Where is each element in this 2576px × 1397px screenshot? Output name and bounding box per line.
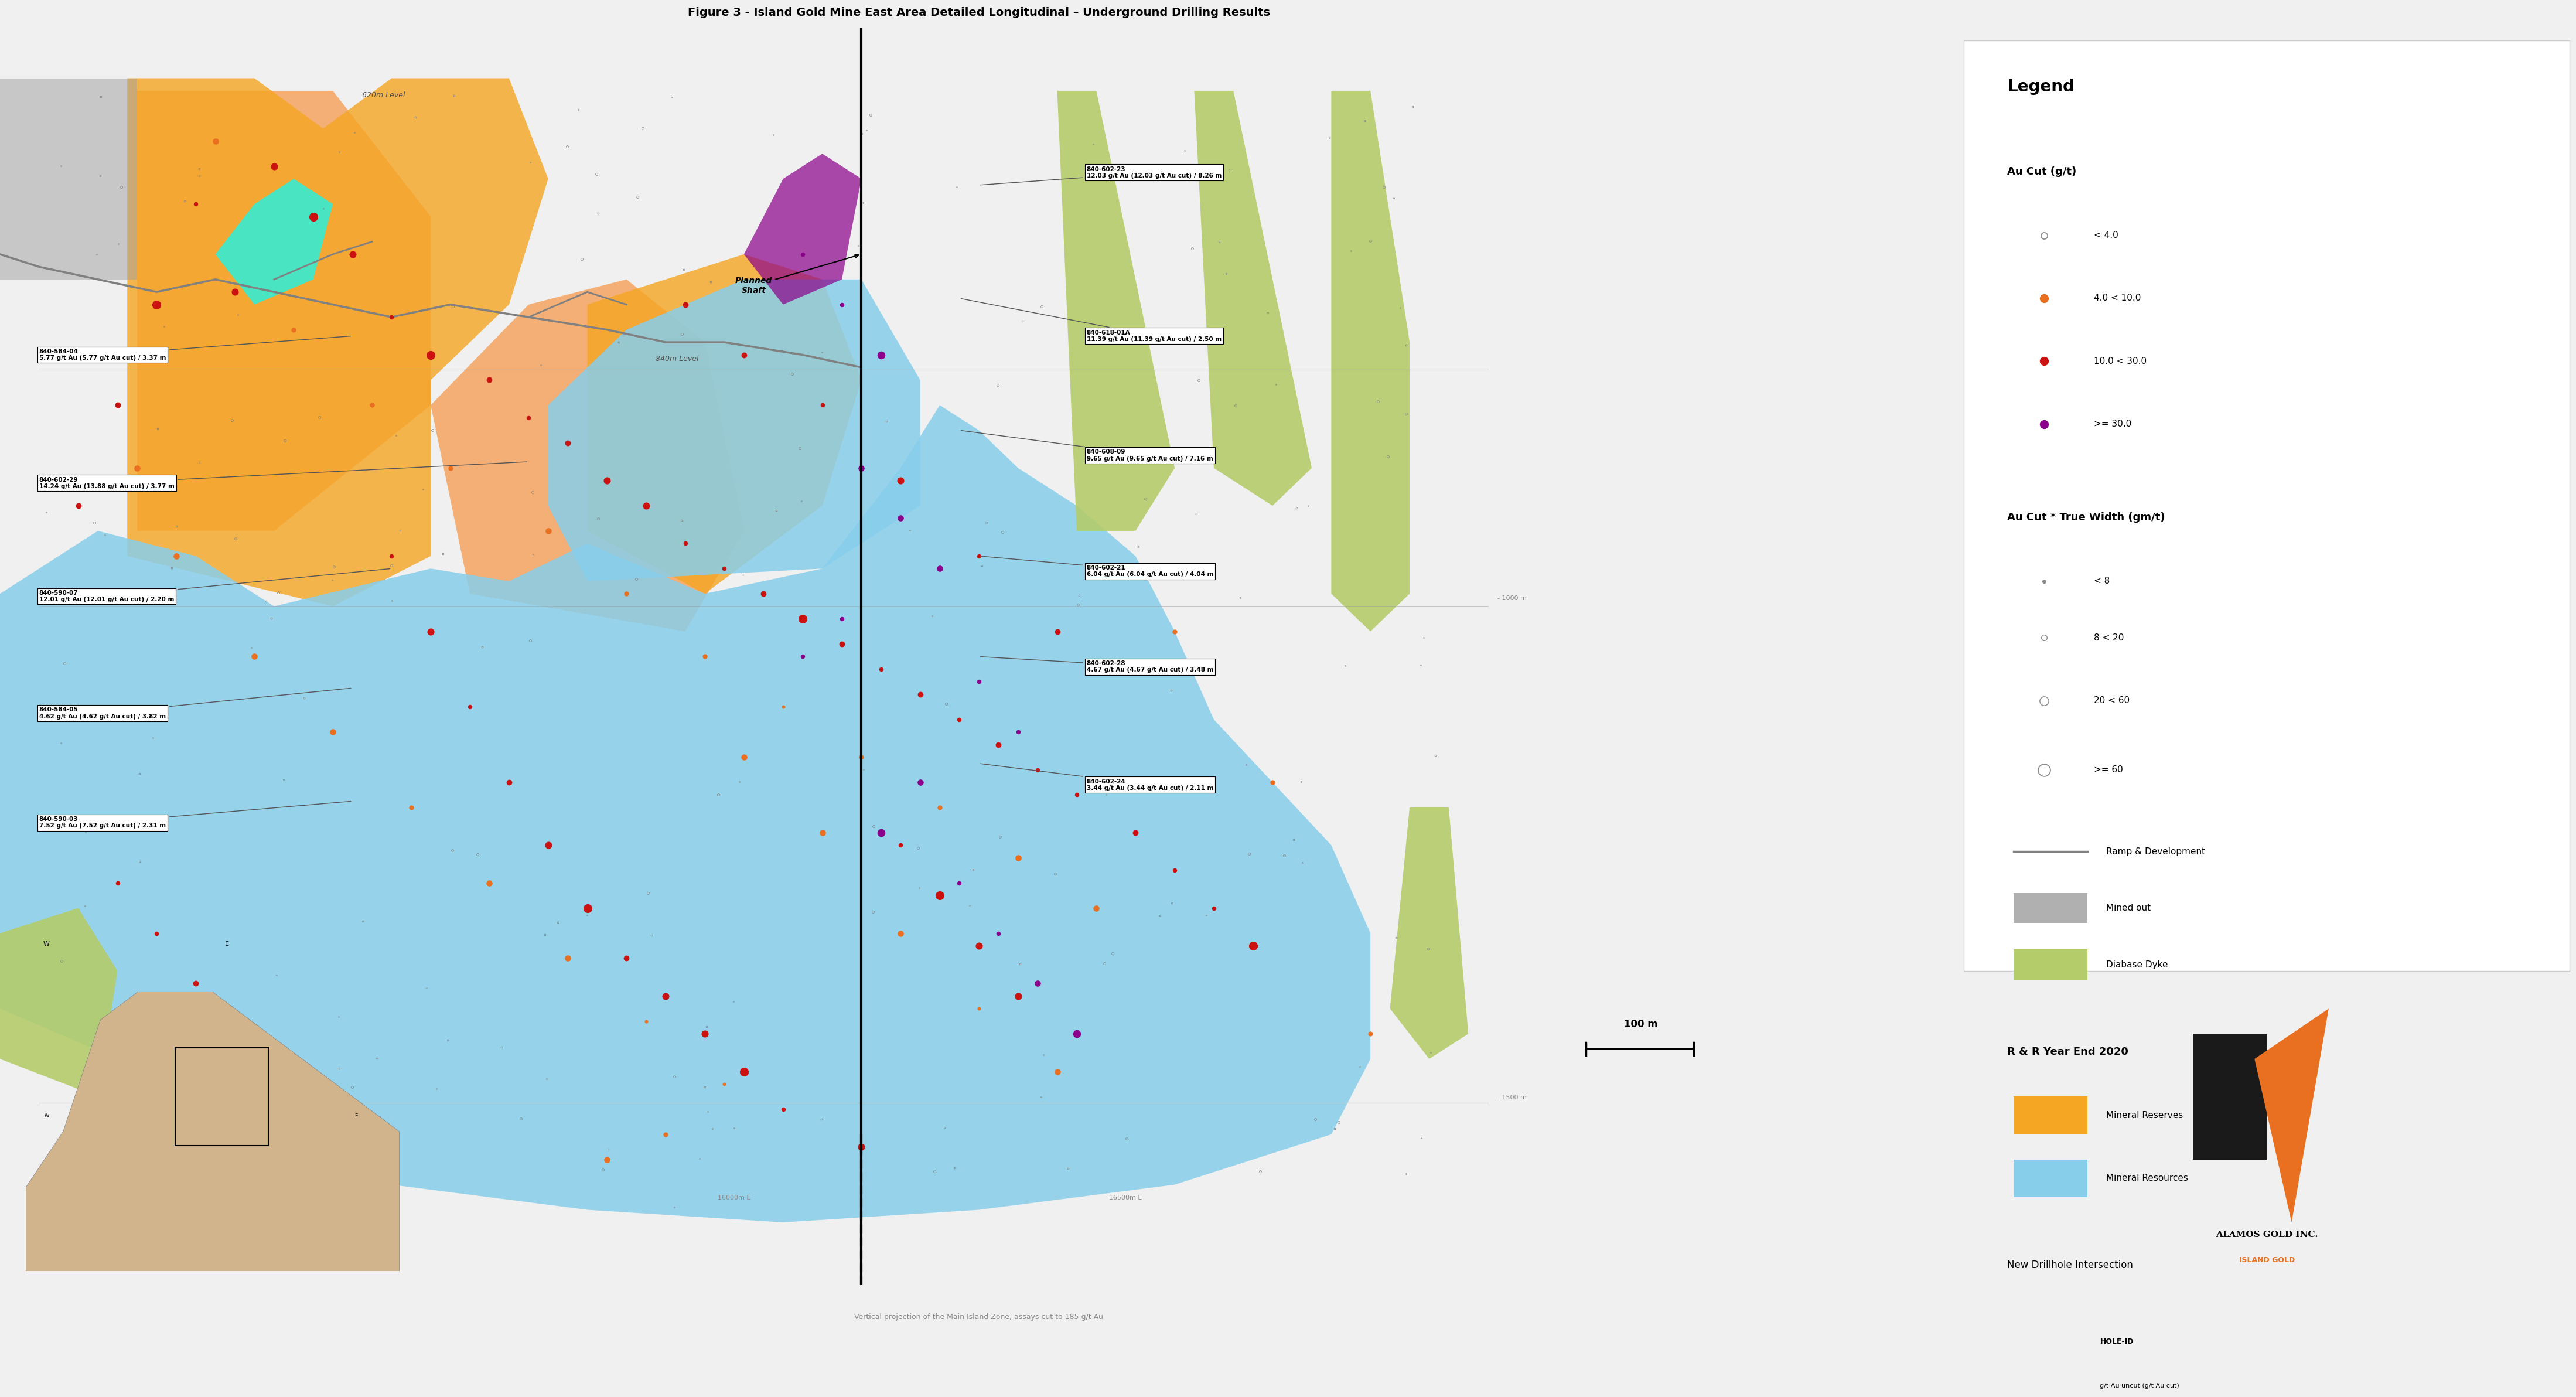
Polygon shape xyxy=(1195,91,1311,506)
Text: 100 m: 100 m xyxy=(1623,1020,1656,1030)
Text: g/t Au uncut (g/t Au cut): g/t Au uncut (g/t Au cut) xyxy=(2099,1383,2179,1389)
Text: HOLE-ID: HOLE-ID xyxy=(2099,1338,2133,1345)
Text: 840-602-28
4.67 g/t Au (4.67 g/t Au cut) / 3.48 m: 840-602-28 4.67 g/t Au (4.67 g/t Au cut)… xyxy=(981,657,1213,673)
Text: 840-608-09
9.65 g/t Au (9.65 g/t Au cut) / 7.16 m: 840-608-09 9.65 g/t Au (9.65 g/t Au cut)… xyxy=(961,430,1213,462)
Text: - 1500 m: - 1500 m xyxy=(1497,1094,1528,1101)
Text: W: W xyxy=(44,1113,49,1119)
Text: 840-602-23
12.03 g/t Au (12.03 g/t Au cut) / 8.26 m: 840-602-23 12.03 g/t Au (12.03 g/t Au cu… xyxy=(981,166,1221,184)
Polygon shape xyxy=(126,78,549,606)
Text: 840-590-07
12.01 g/t Au (12.01 g/t Au cut) / 2.20 m: 840-590-07 12.01 g/t Au (12.01 g/t Au cu… xyxy=(39,569,389,602)
Text: 840-602-29
14.24 g/t Au (13.88 g/t Au cut) / 3.77 m: 840-602-29 14.24 g/t Au (13.88 g/t Au cu… xyxy=(39,462,528,489)
Text: Legend: Legend xyxy=(2007,78,2074,95)
Text: E: E xyxy=(355,1113,358,1119)
Text: 840-590-03
7.52 g/t Au (7.52 g/t Au cut) / 2.31 m: 840-590-03 7.52 g/t Au (7.52 g/t Au cut)… xyxy=(39,802,350,828)
Text: 840m Level: 840m Level xyxy=(657,355,698,363)
FancyBboxPatch shape xyxy=(2076,1305,2532,1397)
Polygon shape xyxy=(549,279,920,581)
Text: 10.0 < 30.0: 10.0 < 30.0 xyxy=(2094,356,2146,366)
Text: New Drillhole Intersection: New Drillhole Intersection xyxy=(2007,1260,2133,1271)
Text: Mined out: Mined out xyxy=(2107,904,2151,912)
Text: 620m Level: 620m Level xyxy=(363,91,404,99)
Text: 840-618-01A
11.39 g/t Au (11.39 g/t Au cut) / 2.50 m: 840-618-01A 11.39 g/t Au (11.39 g/t Au c… xyxy=(961,299,1221,342)
Text: ALAMOS GOLD INC.: ALAMOS GOLD INC. xyxy=(2215,1231,2318,1239)
Polygon shape xyxy=(1391,807,1468,1059)
Text: - 1000 m: - 1000 m xyxy=(1497,595,1528,601)
Bar xyxy=(2014,950,2087,979)
Polygon shape xyxy=(137,91,430,531)
Polygon shape xyxy=(216,179,332,305)
Polygon shape xyxy=(1056,91,1175,531)
Polygon shape xyxy=(1332,91,1409,631)
Text: 16500m E: 16500m E xyxy=(1110,1194,1141,1201)
Text: Planned
Shaft: Planned Shaft xyxy=(734,254,858,295)
Bar xyxy=(2014,893,2087,923)
Text: 840-584-04
5.77 g/t Au (5.77 g/t Au cut) / 3.37 m: 840-584-04 5.77 g/t Au (5.77 g/t Au cut)… xyxy=(39,337,350,362)
Polygon shape xyxy=(430,279,744,631)
Polygon shape xyxy=(2192,1034,2267,1160)
Bar xyxy=(175,1048,268,1146)
FancyBboxPatch shape xyxy=(1963,41,2571,971)
Text: Mineral Reserves: Mineral Reserves xyxy=(2107,1111,2182,1120)
Polygon shape xyxy=(0,78,137,279)
Text: 20 < 60: 20 < 60 xyxy=(2094,696,2130,705)
Text: 8 < 20: 8 < 20 xyxy=(2094,633,2123,643)
Text: Figure 3 - Island Gold Mine East Area Detailed Longitudinal – Underground Drilli: Figure 3 - Island Gold Mine East Area De… xyxy=(688,7,1270,18)
Polygon shape xyxy=(2254,1009,2329,1222)
Text: >= 30.0: >= 30.0 xyxy=(2094,419,2130,429)
Polygon shape xyxy=(587,254,860,594)
Bar xyxy=(2014,1160,2087,1197)
Text: < 8: < 8 xyxy=(2094,577,2110,585)
Text: 16000m E: 16000m E xyxy=(719,1194,750,1201)
Text: Au Cut (g/t): Au Cut (g/t) xyxy=(2007,166,2076,177)
Text: Mineral Resources: Mineral Resources xyxy=(2107,1173,2187,1183)
Text: < 4.0: < 4.0 xyxy=(2094,231,2117,240)
Text: ISLAND GOLD: ISLAND GOLD xyxy=(2239,1256,2295,1264)
Polygon shape xyxy=(0,405,1370,1222)
Text: 840-602-21
6.04 g/t Au (6.04 g/t Au cut) / 4.04 m: 840-602-21 6.04 g/t Au (6.04 g/t Au cut)… xyxy=(981,556,1213,577)
Text: Diabase Dyke: Diabase Dyke xyxy=(2107,960,2169,970)
Bar xyxy=(2014,1097,2087,1134)
Polygon shape xyxy=(26,992,399,1271)
Text: >= 60: >= 60 xyxy=(2094,766,2123,774)
Text: Ramp & Development: Ramp & Development xyxy=(2107,847,2205,856)
Text: 4.0 < 10.0: 4.0 < 10.0 xyxy=(2094,293,2141,303)
Text: E: E xyxy=(224,942,229,947)
Polygon shape xyxy=(744,154,860,305)
Text: W: W xyxy=(44,942,49,947)
Text: 840-584-05
4.62 g/t Au (4.62 g/t Au cut) / 3.82 m: 840-584-05 4.62 g/t Au (4.62 g/t Au cut)… xyxy=(39,689,350,719)
Text: R & R Year End 2020: R & R Year End 2020 xyxy=(2007,1046,2128,1058)
Text: Au Cut * True Width (gm/t): Au Cut * True Width (gm/t) xyxy=(2007,513,2166,522)
Polygon shape xyxy=(0,908,118,1097)
Text: 840-602-24
3.44 g/t Au (3.44 g/t Au cut) / 2.11 m: 840-602-24 3.44 g/t Au (3.44 g/t Au cut)… xyxy=(981,764,1213,791)
Text: Vertical projection of the Main Island Zone, assays cut to 185 g/t Au: Vertical projection of the Main Island Z… xyxy=(855,1313,1103,1320)
